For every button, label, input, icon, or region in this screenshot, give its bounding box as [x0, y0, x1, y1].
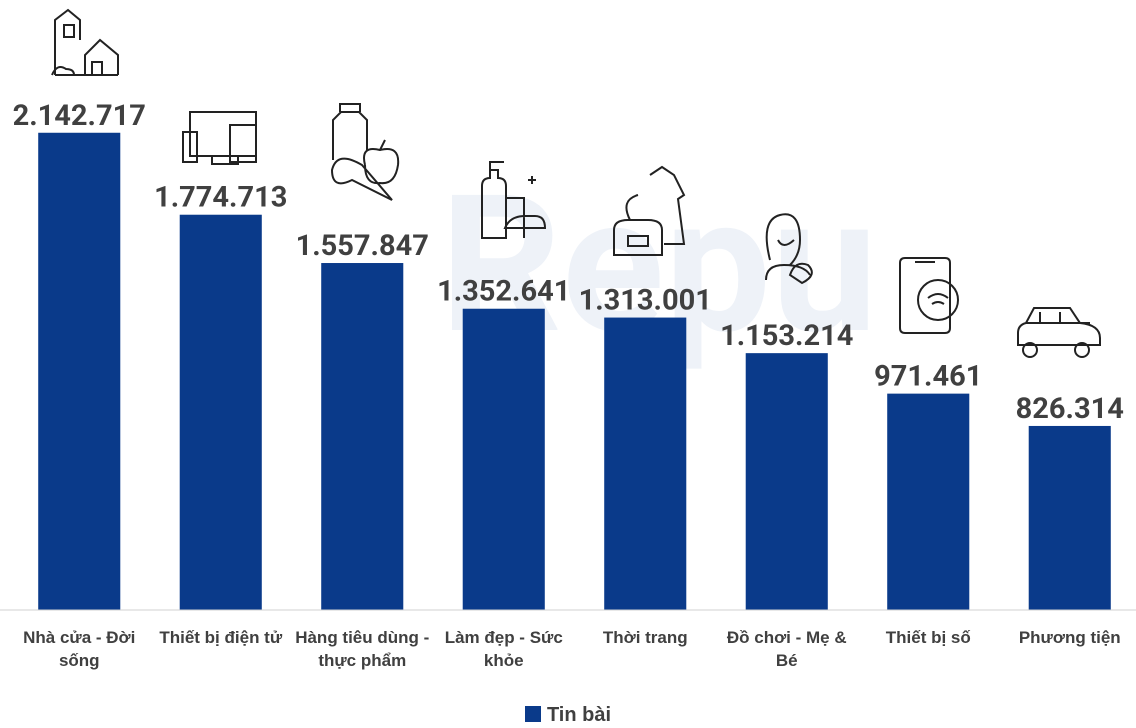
icons — [51, 8, 1101, 358]
x-tick-label: Hàng tiêu dùng - thực phẩm — [295, 628, 430, 670]
x-tick-label: Thiết bị điện tử — [159, 628, 283, 647]
bar — [604, 317, 687, 610]
value-label: 1.774.713 — [154, 181, 287, 215]
value-label: 2.142.717 — [13, 99, 146, 133]
value-label: 1.557.847 — [296, 229, 429, 263]
value-label: 826.314 — [1016, 392, 1124, 426]
bar — [321, 263, 404, 610]
x-tick-label: Làm đẹp - Sức khỏe — [444, 628, 563, 670]
legend-swatch — [524, 706, 541, 722]
x-tick-label: Thời trang — [602, 628, 688, 647]
value-label: 1.313.001 — [579, 284, 712, 318]
bar — [462, 308, 545, 610]
bar — [179, 214, 262, 610]
legend-label: Tin bài — [546, 704, 612, 726]
legend: Tin bài — [0, 704, 1136, 727]
bar — [38, 132, 121, 610]
x-tick-label: Thiết bị số — [885, 628, 971, 647]
value-label: 971.461 — [874, 360, 982, 394]
x-tick-label: Phương tiện — [1018, 628, 1121, 647]
bar — [887, 393, 970, 610]
bar — [745, 353, 828, 610]
value-label: 1.153.214 — [720, 319, 853, 353]
value-label: 1.352.641 — [437, 275, 570, 309]
x-tick-label: Nhà cửa - Đời sống — [23, 628, 136, 670]
bar — [1028, 425, 1111, 610]
x-tick-label: Đồ chơi - Mẹ & Bé — [726, 628, 847, 670]
